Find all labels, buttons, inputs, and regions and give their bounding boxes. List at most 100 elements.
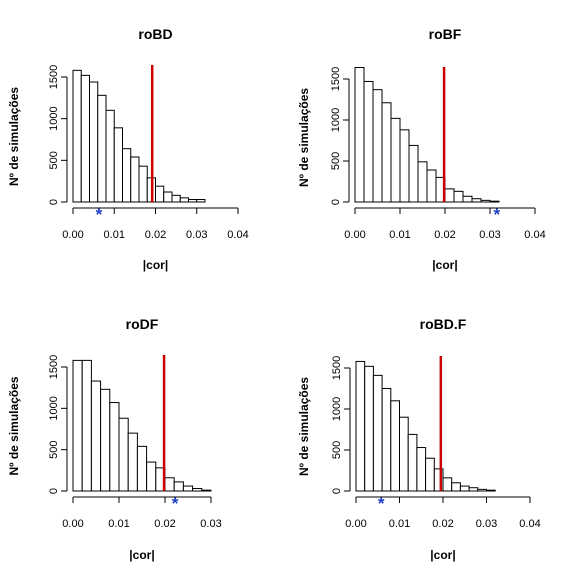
histogram-bar xyxy=(417,161,428,203)
histogram-bar xyxy=(155,185,165,203)
histogram-bar xyxy=(363,80,374,203)
histogram-bar xyxy=(182,485,194,492)
histogram-bar xyxy=(100,388,111,492)
y-axis-title: Nº de simulações xyxy=(297,88,311,187)
observed-value-marker: * xyxy=(378,494,385,513)
histogram-bar xyxy=(196,199,206,203)
histogram-panel-4: 0.00 0.01 0.02 0.03 0.04 0 500 1000 1500 * roBD.F |… xyxy=(297,316,541,562)
y-tick-label: 1000 xyxy=(48,106,60,130)
y-tick-label: 0 xyxy=(331,488,343,494)
histogram-bar xyxy=(72,69,82,203)
histogram-bar xyxy=(426,169,437,203)
y-tick-label: 0 xyxy=(330,199,342,205)
panel-title: roBD.F xyxy=(420,316,467,332)
x-tick-label: 0.00 xyxy=(62,518,83,530)
histogram-bar xyxy=(407,433,418,492)
histogram-bar xyxy=(163,191,173,203)
x-axis-title: |cor| xyxy=(129,548,154,562)
x-tick-label: 0.02 xyxy=(145,229,166,241)
histogram-bar xyxy=(489,200,500,203)
x-tick-label: 0.01 xyxy=(104,229,125,241)
histogram-bar xyxy=(173,481,184,492)
y-tick-label: 500 xyxy=(48,151,60,169)
histogram-panel-1: 0.00 0.01 0.02 0.03 0.04 0 500 1000 1500 * roBD |co… xyxy=(7,26,249,272)
histogram-bar xyxy=(72,359,83,492)
x-tick-label: 0.02 xyxy=(432,518,453,530)
x-axis-title: |cor| xyxy=(143,258,168,272)
histogram-bar xyxy=(192,488,203,492)
histogram-bar xyxy=(138,165,148,203)
histogram-bar xyxy=(381,388,392,492)
x-tick-label: 0.04 xyxy=(524,229,545,241)
histogram-bar xyxy=(462,195,473,203)
y-tick-label: 500 xyxy=(330,152,342,170)
x-tick-label: 0.02 xyxy=(154,518,175,530)
y-tick-label: 1000 xyxy=(331,397,343,421)
x-tick-label: 0.01 xyxy=(389,229,410,241)
x-tick-label: 0.03 xyxy=(476,518,497,530)
x-tick-label: 0.03 xyxy=(479,229,500,241)
histogram-bar xyxy=(364,365,374,492)
y-axis-title: Nº de simulações xyxy=(7,87,21,186)
histogram-bar xyxy=(480,199,491,203)
histogram-bar xyxy=(130,156,140,203)
histogram-bar xyxy=(171,194,181,203)
x-tick-label: 0.04 xyxy=(519,518,540,530)
y-tick-label: 0 xyxy=(48,199,60,205)
y-tick-label: 500 xyxy=(331,441,343,459)
x-tick-label: 0.00 xyxy=(344,229,365,241)
y-tick-label: 1000 xyxy=(48,396,60,420)
histogram-bar xyxy=(372,89,383,203)
x-tick-label: 0.03 xyxy=(200,518,221,530)
observed-value-marker: * xyxy=(172,494,179,513)
histogram-bar xyxy=(453,190,464,203)
histogram-bar xyxy=(408,144,419,203)
histogram-bar xyxy=(459,485,470,492)
histogram-bar xyxy=(425,457,435,492)
y-tick-label: 1500 xyxy=(48,65,60,89)
histogram-bar xyxy=(399,416,409,492)
histogram-bar xyxy=(105,109,115,203)
panel-title: roBF xyxy=(429,26,462,42)
y-tick-label: 1500 xyxy=(330,67,342,91)
histogram-bar xyxy=(468,487,479,492)
histogram-bar xyxy=(451,482,461,492)
histogram-bar xyxy=(471,198,482,203)
histogram-panel-3: 0.00 0.01 0.02 0.03 0 500 1000 1500 * roDF |cor| Nº… xyxy=(7,316,222,562)
x-tick-label: 0.01 xyxy=(108,518,129,530)
panel-title: roBD xyxy=(138,26,172,42)
histogram-bar xyxy=(372,374,383,492)
histogram-bar xyxy=(113,127,123,203)
x-tick-label: 0.03 xyxy=(186,229,207,241)
histogram-bar xyxy=(109,402,120,492)
y-tick-label: 500 xyxy=(48,440,60,458)
observed-value-marker: * xyxy=(96,205,103,224)
histogram-panel-2: 0.00 0.01 0.02 0.03 0.04 0 500 1000 1500 * roBF |co… xyxy=(297,26,546,272)
y-axis-title: Nº de simulações xyxy=(7,376,21,475)
x-axis-title: |cor| xyxy=(432,258,457,272)
histogram-bar xyxy=(122,148,132,203)
histogram-bar xyxy=(354,67,365,203)
histogram-bar xyxy=(477,488,488,492)
y-tick-label: 0 xyxy=(48,488,60,494)
histogram-bar xyxy=(80,74,90,203)
histogram-bar xyxy=(442,477,453,492)
y-axis-title: Nº de simulações xyxy=(297,377,311,476)
histogram-bar xyxy=(381,102,392,203)
histogram-bar xyxy=(444,188,455,203)
histogram-bar xyxy=(390,400,401,492)
x-tick-label: 0.04 xyxy=(227,229,248,241)
y-tick-label: 1000 xyxy=(330,108,342,132)
observed-value-marker: * xyxy=(493,205,500,224)
histogram-bar xyxy=(355,360,366,492)
y-tick-label: 1500 xyxy=(48,355,60,379)
histogram-bar xyxy=(164,477,175,492)
histogram-bar xyxy=(89,81,99,203)
histogram-bar xyxy=(390,117,401,203)
histogram-bar xyxy=(136,445,148,492)
histogram-bar xyxy=(188,199,198,203)
histogram-bar xyxy=(486,489,496,492)
x-tick-label: 0.02 xyxy=(434,229,455,241)
